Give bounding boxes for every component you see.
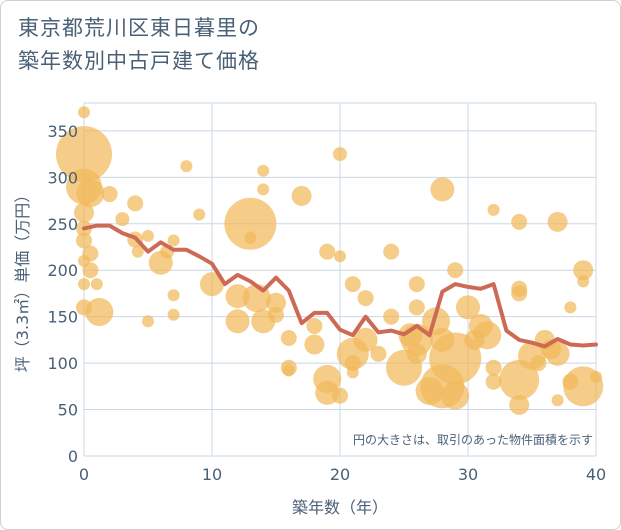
bubble-point (127, 195, 144, 212)
bubble-point (319, 243, 336, 260)
bubble-point (200, 272, 224, 297)
y-tick-label: 350 (47, 122, 78, 141)
bubble-point (441, 381, 470, 410)
bubble-point (291, 185, 312, 206)
bubble-point (167, 289, 180, 302)
trend-line-layer (82, 223, 598, 349)
bubble-point (90, 278, 103, 291)
bubble-point (577, 275, 590, 288)
bubble-point (485, 359, 502, 376)
bubble-point (167, 308, 180, 321)
bubble-point (564, 301, 577, 314)
y-axis-label: 坪（3.3㎡）単価（万円） (13, 187, 32, 372)
bubble-point (383, 308, 400, 325)
bubble-point (383, 243, 400, 260)
bubble-point (473, 321, 502, 350)
bubble-point (333, 147, 347, 162)
bubble-point (78, 106, 90, 119)
bubble-point (547, 211, 568, 232)
x-tick-label: 20 (330, 465, 350, 484)
bubble-point (304, 334, 325, 355)
bubble-point (406, 343, 427, 364)
bubble-point (545, 341, 570, 366)
bubble-point (344, 355, 361, 372)
bubble-point (142, 315, 154, 328)
y-tick-label: 200 (47, 261, 78, 280)
bubble-point (225, 309, 250, 334)
bubble-point (357, 290, 374, 307)
bubble-point (447, 262, 464, 279)
x-tick-label: 40 (586, 465, 606, 484)
y-tick-label: 100 (47, 354, 78, 373)
x-tick-label: 10 (202, 465, 222, 484)
bubble-point (408, 299, 425, 316)
chart-title: 東京都荒川区東日暮里の 築年数別中古戸建て価格 (18, 12, 260, 78)
x-tick-label: 30 (458, 465, 478, 484)
bubble-point (456, 295, 480, 320)
bubble-point (280, 330, 297, 347)
bubble-point (551, 394, 564, 407)
bubble-point (485, 373, 502, 390)
bubble-point (193, 208, 206, 221)
chart-title-line2: 築年数別中古戸建て価格 (18, 49, 260, 73)
bubble-point (244, 231, 257, 244)
bubble-point (78, 278, 90, 291)
bubble-point (334, 250, 346, 263)
bubble-point (82, 262, 99, 279)
y-tick-label: 250 (47, 215, 78, 234)
bubble-point (353, 327, 378, 352)
bubble-point (224, 197, 277, 250)
bubble-point (180, 160, 193, 173)
y-tick-label: 300 (47, 168, 78, 187)
bubble-point (76, 232, 92, 249)
bubble-point (268, 306, 284, 323)
bubble-size-note: 円の大きさは、取引のあった物件面積を示す (353, 432, 593, 447)
bubble-point (306, 317, 323, 334)
bubble-point (487, 203, 500, 216)
bubble-point (346, 366, 359, 379)
bubble-point (332, 387, 348, 404)
chart-title-line1: 東京都荒川区東日暮里の (18, 16, 260, 40)
bubble-point (430, 177, 455, 202)
x-tick-label: 0 (79, 465, 89, 484)
y-tick-label: 150 (47, 308, 78, 327)
bubble-point (282, 364, 295, 377)
bubble-point (266, 292, 286, 313)
average-price-line (82, 223, 598, 349)
bubble-point (76, 179, 105, 208)
y-tick-label: 50 (58, 401, 78, 420)
bubble-point (499, 359, 540, 400)
bubble-point (257, 183, 270, 196)
bubble-point (573, 260, 594, 281)
bubble-point (344, 276, 361, 293)
bubble-point (85, 298, 114, 327)
bubble-point (167, 234, 180, 247)
bubble-point (115, 212, 130, 227)
bubble-point (74, 202, 94, 223)
bubble-point (131, 245, 144, 258)
bubble-point (370, 345, 387, 362)
bubble-layer (56, 106, 604, 415)
bubble-point (511, 213, 528, 230)
bubble-point (56, 126, 112, 183)
bubble-point (590, 371, 602, 384)
y-tick-label: 0 (68, 447, 78, 466)
bubble-point (509, 394, 530, 415)
x-axis-label: 築年数（年） (292, 498, 388, 517)
bubble-point (530, 355, 547, 372)
bubble-point (257, 164, 270, 177)
bubble-point (408, 276, 425, 293)
tick-labels: 0 50 100 150 200 250 300 350 0 10 20 30 40 (47, 122, 606, 484)
bubble-point (101, 186, 118, 203)
bubble-point (511, 285, 528, 302)
bubble-point (142, 229, 154, 242)
